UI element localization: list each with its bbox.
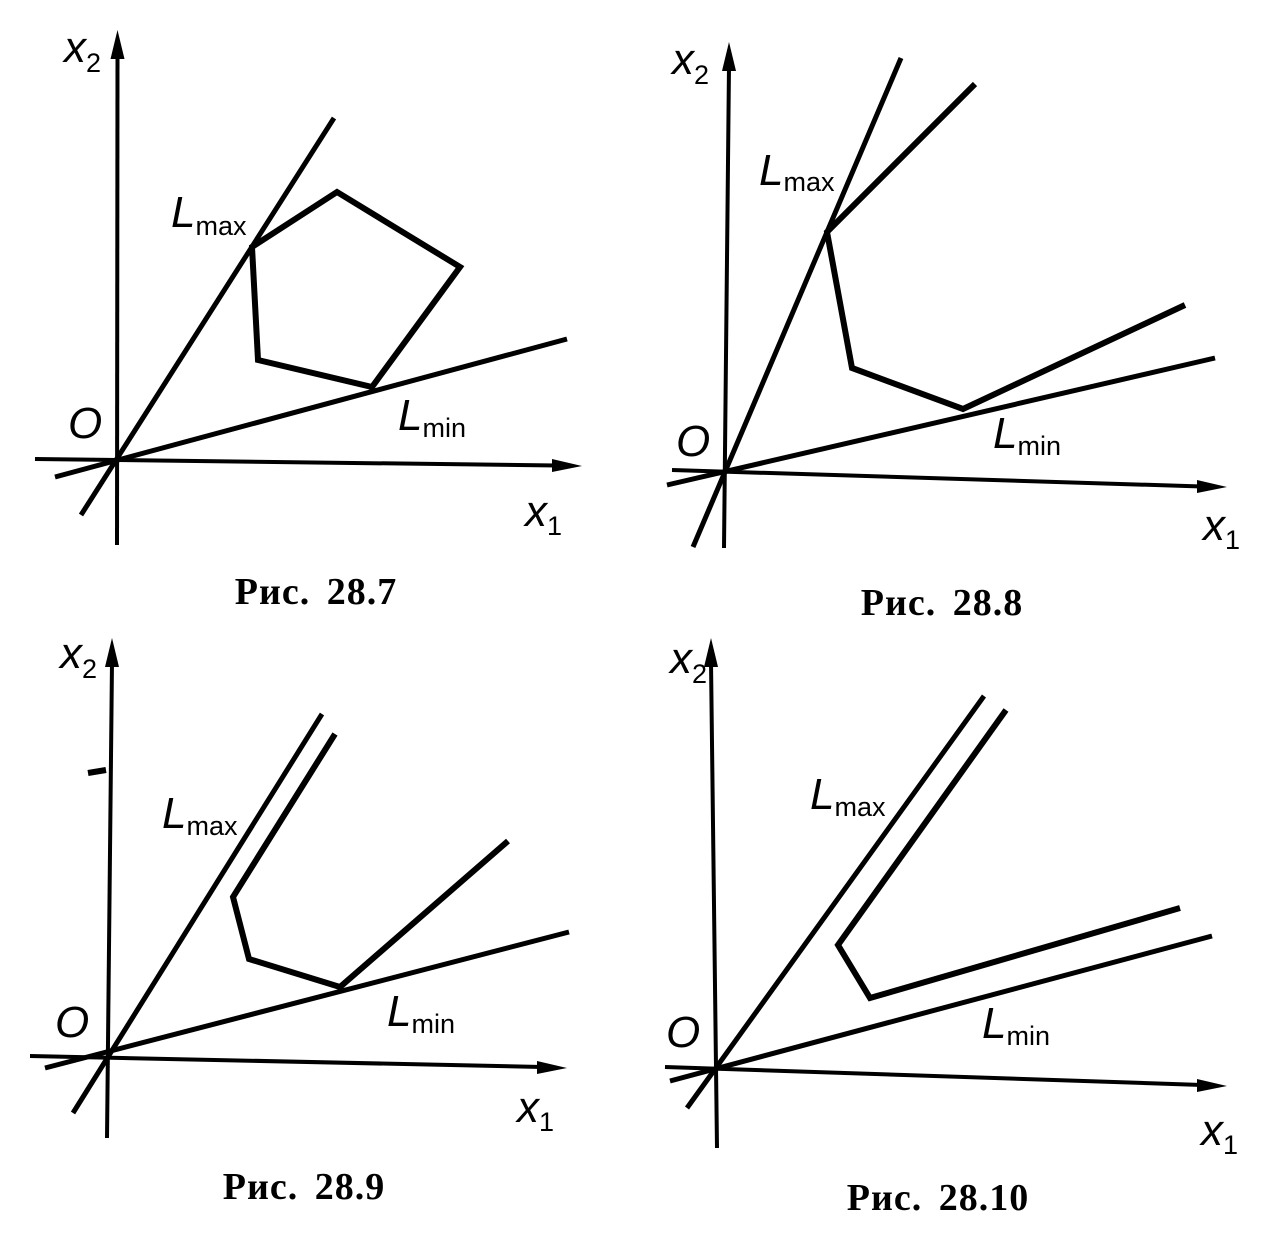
y-axis-arrow-icon <box>704 638 718 667</box>
feasible-region-boundary <box>248 188 465 391</box>
y-axis-label: x2 <box>668 634 707 689</box>
y-axis-label: x2 <box>58 629 97 684</box>
feasible-region-boundary <box>834 708 1181 1002</box>
lmax-line <box>78 116 337 517</box>
lmax-line <box>70 712 325 1115</box>
y-axis <box>115 53 120 546</box>
y-axis <box>105 661 114 1139</box>
x-axis <box>664 1065 1203 1087</box>
figure-caption-28-8: Рис. 28.8 <box>860 582 1024 624</box>
lmin-line <box>669 933 1213 1084</box>
lmax-label: Lmax <box>171 188 247 241</box>
y-axis-label: x2 <box>62 23 101 78</box>
lmin-label: Lmin <box>982 999 1050 1051</box>
figure-caption-28-10: Рис. 28.10 <box>846 1177 1030 1219</box>
lmin-line <box>54 336 568 480</box>
lmin-label: Lmin <box>387 987 455 1039</box>
figure-caption-28-9: Рис. 28.9 <box>222 1166 386 1208</box>
origin-label: O <box>55 998 89 1047</box>
lmin-label: Lmin <box>993 409 1061 461</box>
lmin-line <box>44 929 570 1071</box>
lmin-label: Lmin <box>398 391 466 443</box>
lmax-label: Lmax <box>759 146 835 197</box>
figure-28-9: x2 x1 O Lmax Lmin <box>29 629 570 1139</box>
feasible-region-boundary <box>823 81 1187 413</box>
x-axis-arrow-icon <box>1197 1079 1227 1092</box>
lmax-label: Lmax <box>810 770 886 822</box>
x-axis-label: x1 <box>1201 501 1240 555</box>
figure-28-10: x2 x1 O Lmax Lmin <box>664 634 1238 1160</box>
y-axis-arrow-icon <box>105 638 119 667</box>
y-axis-label: x2 <box>670 35 709 90</box>
x-axis-arrow-icon <box>537 1061 567 1074</box>
feasible-region-boundary <box>229 732 510 991</box>
figure-28-8: x2 x1 O Lmax Lmin <box>666 35 1240 555</box>
origin-label: O <box>68 399 102 448</box>
y-axis-arrow-icon <box>722 42 736 71</box>
x-axis-label: x1 <box>523 487 562 541</box>
lmax-line <box>690 57 904 548</box>
figure-28-7: x2 x1 O Lmax Lmin <box>34 23 582 546</box>
x-axis-label: x1 <box>1199 1106 1238 1160</box>
y-axis-arrow-icon <box>110 30 125 59</box>
x-axis <box>29 1054 543 1069</box>
x-axis-label: x1 <box>515 1083 554 1137</box>
lmax-label: Lmax <box>162 789 238 841</box>
x-axis-arrow-icon <box>552 459 582 472</box>
origin-label: O <box>676 417 710 466</box>
x-axis-arrow-icon <box>1197 480 1227 493</box>
origin-label: O <box>666 1008 700 1057</box>
figure-caption-28-7: Рис. 28.7 <box>234 571 398 613</box>
axis-tick-mark <box>87 767 107 776</box>
lmin-line <box>666 355 1216 488</box>
x-axis <box>671 468 1203 489</box>
lmax-line <box>684 694 987 1110</box>
